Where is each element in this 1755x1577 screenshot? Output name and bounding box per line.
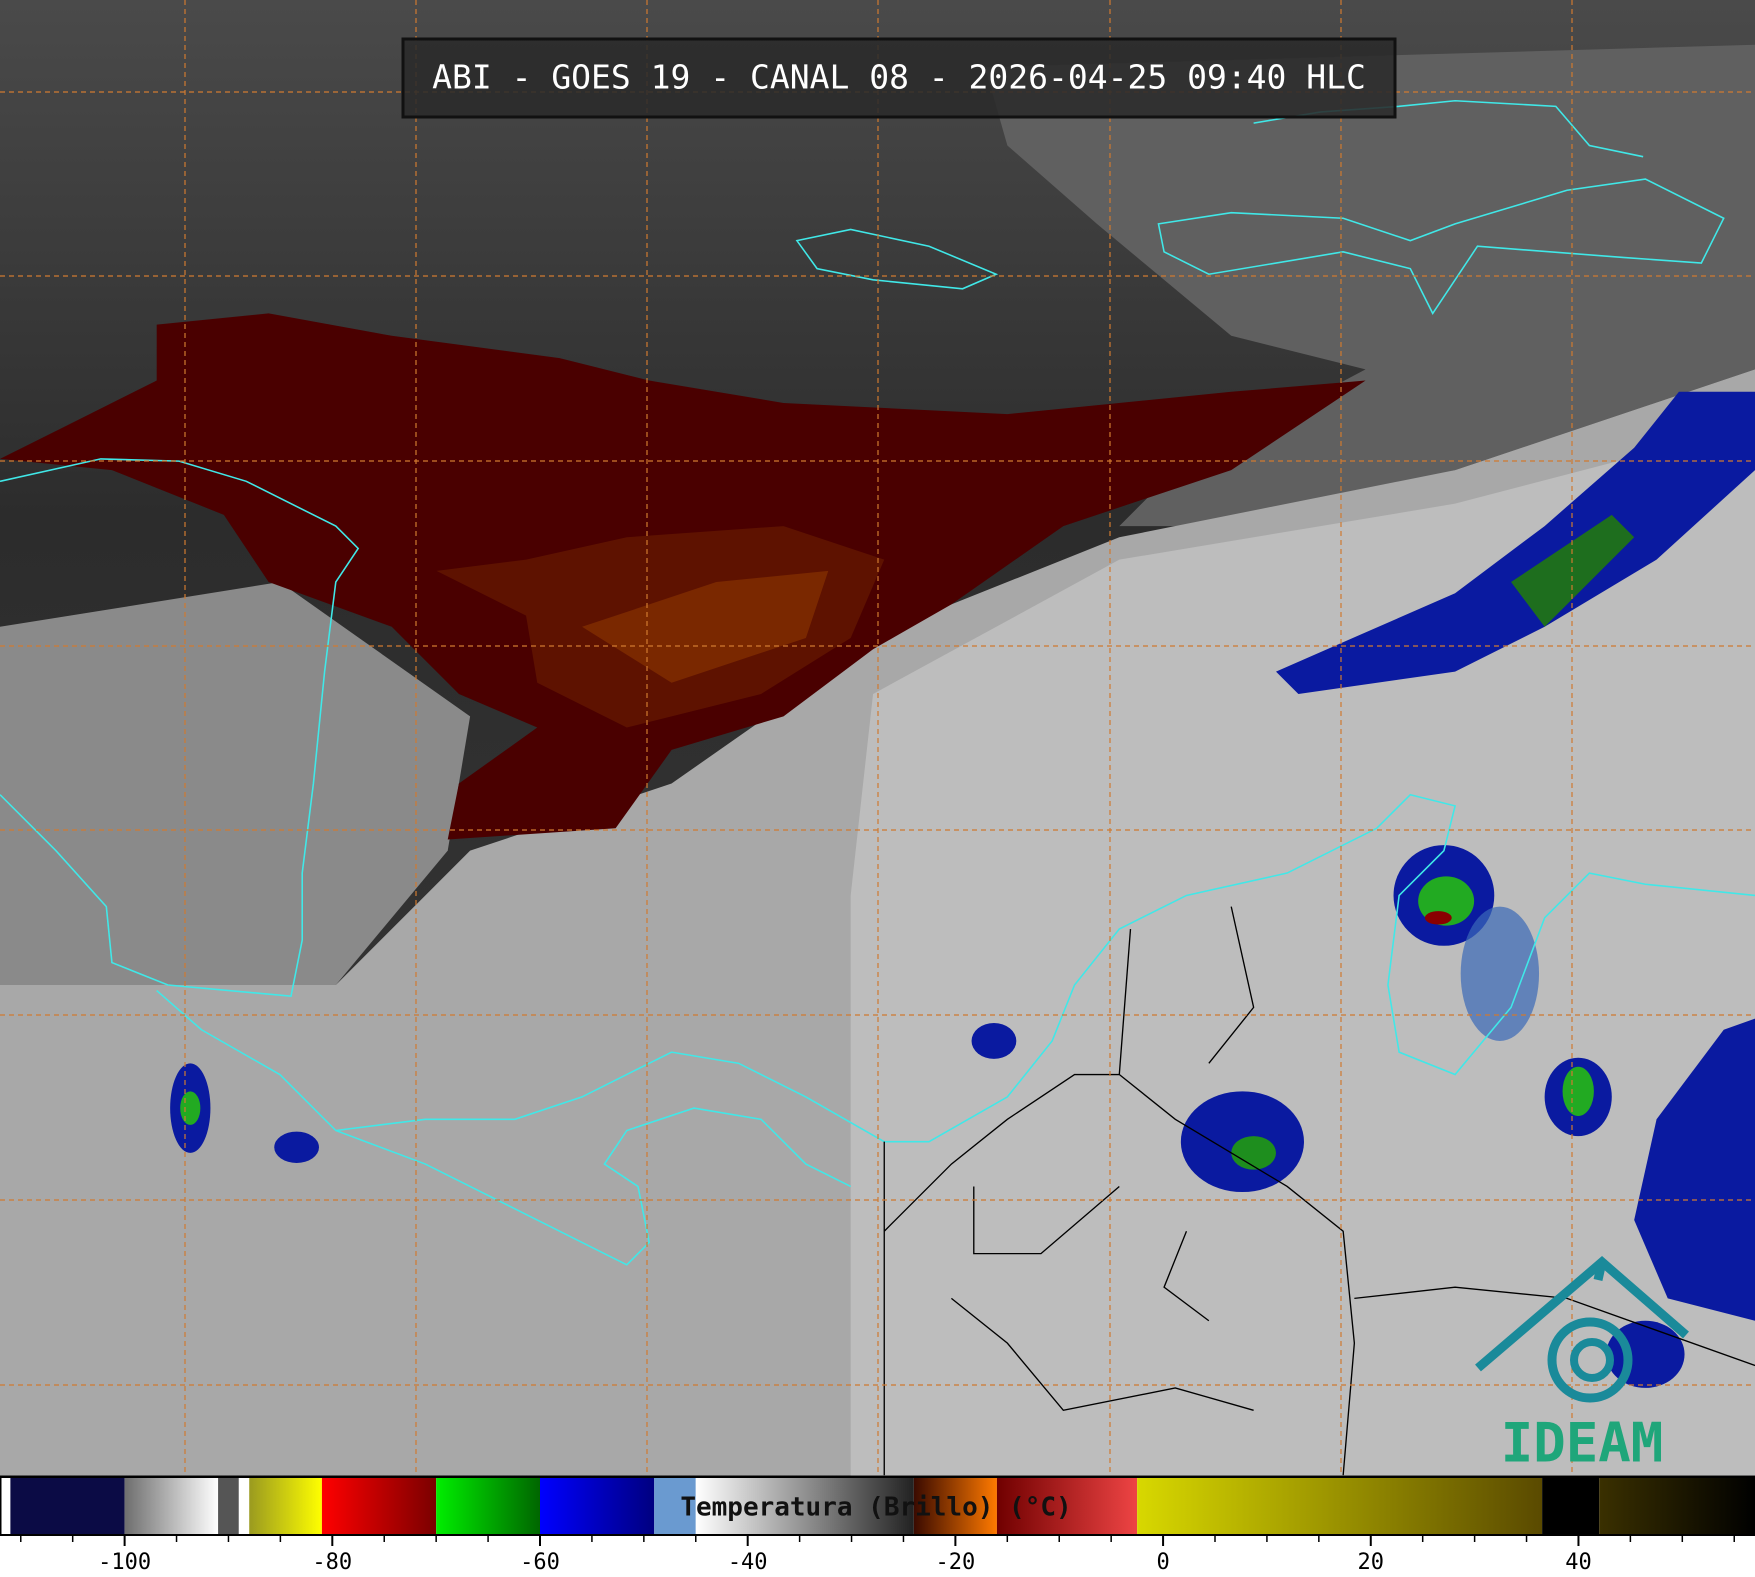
colorbar-segment xyxy=(540,1477,655,1535)
title-box: ABI - GOES 19 - CANAL 08 - 2026-04-25 09… xyxy=(401,37,1397,119)
colorbar-segment xyxy=(1542,1477,1600,1535)
graticule xyxy=(0,0,1755,1477)
colorbar-segment xyxy=(218,1477,239,1535)
colorbar-segment xyxy=(1599,1477,1755,1535)
colorbar-segment xyxy=(10,1477,125,1535)
tick-label: -80 xyxy=(312,1550,352,1575)
colorbar-segment xyxy=(0,1477,11,1535)
tick-label: -20 xyxy=(936,1550,976,1575)
colorbar-segment xyxy=(436,1477,540,1535)
colorbar-segment xyxy=(321,1477,437,1535)
colorbar-label: Temperatura (Brillo) (°C) xyxy=(680,1493,1071,1523)
colorbar-segment xyxy=(654,1477,696,1535)
colorbar: -100 -80 -60 -40 -20 0 20 40 xyxy=(0,1476,1755,1575)
title: ABI - GOES 19 - CANAL 08 - 2026-04-25 09… xyxy=(432,58,1366,97)
colorbar-segment xyxy=(124,1477,219,1535)
tick-label: 20 xyxy=(1358,1550,1385,1575)
colorbar-segment xyxy=(1137,1477,1543,1535)
colorbar-segment xyxy=(249,1477,322,1535)
tick-label: -60 xyxy=(520,1550,560,1575)
tick-label: -40 xyxy=(728,1550,768,1575)
tick-label: -100 xyxy=(98,1550,151,1575)
logo: IDEAM xyxy=(1475,1256,1689,1475)
colorbar-segment xyxy=(238,1477,250,1535)
colorbar-segment xyxy=(996,1477,1138,1535)
tick-label: 0 xyxy=(1156,1550,1169,1575)
logo-text: IDEAM xyxy=(1501,1412,1664,1475)
tick-label: 40 xyxy=(1565,1550,1592,1575)
colorbar-segment xyxy=(695,1477,914,1535)
colorbar-segment xyxy=(913,1477,997,1535)
